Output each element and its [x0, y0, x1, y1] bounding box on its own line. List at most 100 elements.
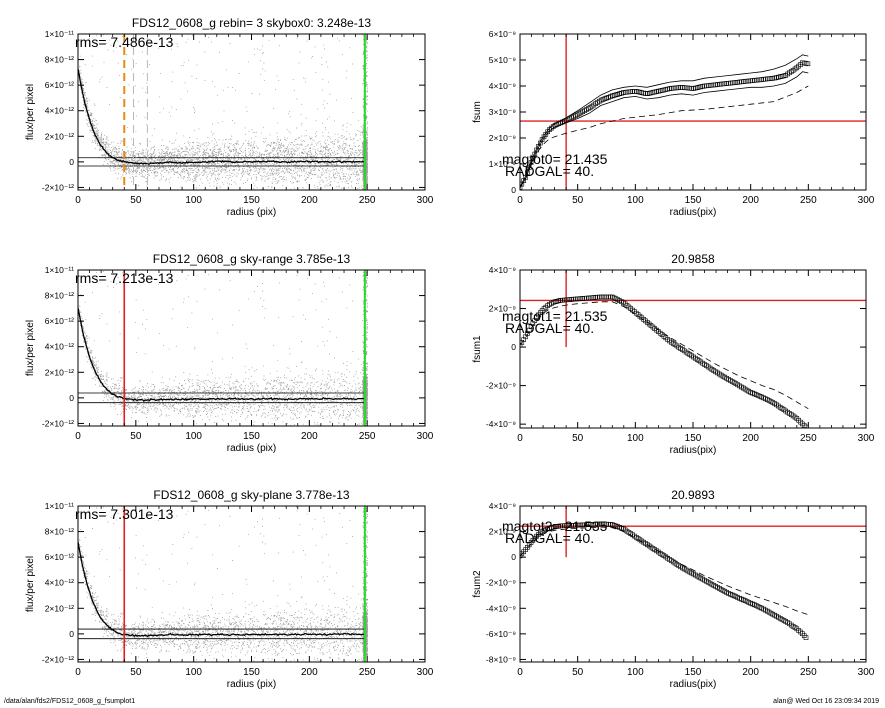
- y-tick-label: 8×10⁻¹²: [45, 291, 74, 301]
- chart-title: 20.9893: [671, 488, 715, 502]
- x-tick-label: 100: [185, 431, 202, 442]
- y-tick-label: -6×10⁻⁹: [486, 629, 516, 639]
- fsum-square-markers: [520, 294, 809, 428]
- radgal-annotation: RADGAL= 40.: [505, 530, 594, 546]
- fsum-dashed-curve: [520, 526, 809, 616]
- y-tick-label: 6×10⁻¹²: [45, 80, 74, 90]
- x-tick-label: 100: [627, 195, 644, 206]
- x-tick-label: 250: [800, 195, 817, 206]
- x-tick-label: 50: [130, 667, 142, 678]
- plot-area: [520, 506, 866, 641]
- x-tick-label: 50: [572, 433, 584, 444]
- x-tick-label: 50: [572, 667, 584, 678]
- x-tick-label: 150: [243, 431, 260, 442]
- y-tick-label: 4×10⁻¹²: [45, 342, 74, 352]
- y-tick-label: 2×10⁻¹²: [45, 367, 74, 377]
- x-tick-label: 200: [301, 431, 318, 442]
- x-tick-label: 300: [858, 667, 875, 678]
- radgal-annotation: RADGAL= 40.: [505, 163, 594, 179]
- magtot-annotation: magtot0= 21.435: [502, 151, 608, 167]
- y-tick-label: 1×10⁻¹¹: [45, 29, 74, 39]
- scatter-points: [79, 270, 368, 426]
- y-tick-label: 0: [511, 552, 516, 562]
- y-axis-label: flux/per pixel: [25, 320, 36, 376]
- rms-annotation: rms= 7.486e-13: [75, 34, 174, 50]
- x-tick-label: 200: [742, 667, 759, 678]
- x-tick-label: 0: [75, 195, 81, 206]
- x-tick-label: 300: [417, 431, 434, 442]
- y-tick-label: 4×10⁻⁹: [489, 265, 517, 275]
- y-tick-label: 1×10⁻¹¹: [45, 265, 74, 275]
- radial-profile-line: [78, 68, 365, 165]
- x-tick-label: 250: [800, 433, 817, 444]
- x-tick-label: 150: [243, 195, 260, 206]
- x-tick-label: 0: [517, 667, 523, 678]
- x-tick-label: 100: [185, 195, 202, 206]
- x-tick-label: 150: [685, 195, 702, 206]
- scatter-points: [79, 506, 368, 662]
- footer-user-timestamp: alan@ Wed Oct 16 23:09:34 2019: [773, 698, 879, 705]
- rms-annotation: rms= 7.213e-13: [75, 270, 174, 286]
- x-tick-label: 150: [243, 667, 260, 678]
- fsum-marker: [520, 185, 523, 190]
- x-tick-label: 250: [359, 195, 376, 206]
- x-axis-label: radius (pix): [227, 443, 276, 454]
- chart-title: 20.9858: [671, 252, 715, 266]
- y-tick-label: -2×10⁻¹²: [42, 182, 74, 192]
- y-tick-label: 2×10⁻⁹: [489, 304, 517, 314]
- chart-panel-3: rms= 7.213e-13 0 50 100 150 200 250 300 1×10⁻¹¹ 8…: [25, 252, 434, 454]
- chart-title: FDS12_0608_g rebin= 3 skybox0: 3.248e-13: [132, 16, 371, 30]
- x-tick-label: 100: [627, 433, 644, 444]
- x-tick-label: 300: [858, 195, 875, 206]
- y-tick-label: 4×10⁻¹²: [45, 106, 74, 116]
- x-tick-label: 50: [130, 195, 142, 206]
- y-tick-label: 2×10⁻¹²: [45, 603, 74, 613]
- y-tick-label: 2×10⁻⁹: [489, 527, 517, 537]
- y-tick-label: -2×10⁻⁹: [486, 578, 516, 588]
- y-tick-label: 6×10⁻¹²: [45, 552, 74, 562]
- x-tick-label: 100: [185, 667, 202, 678]
- y-tick-label: -2×10⁻⁹: [486, 381, 516, 391]
- chart-title: FDS12_0608_g sky-plane 3.778e-13: [153, 488, 349, 502]
- y-tick-label: 6×10⁻⁹: [489, 29, 517, 39]
- y-tick-label: 0: [511, 342, 516, 352]
- x-tick-label: 200: [301, 667, 318, 678]
- y-tick-label: -4×10⁻⁹: [486, 603, 516, 613]
- fsum-marker: [805, 61, 811, 67]
- x-tick-label: 50: [130, 431, 142, 442]
- x-tick-label: 300: [417, 667, 434, 678]
- y-tick-label: 8×10⁻¹²: [45, 55, 74, 65]
- y-tick-label: 4×10⁻⁹: [489, 501, 517, 511]
- fsum-square-markers: [520, 60, 811, 190]
- x-tick-label: 200: [742, 195, 759, 206]
- y-axis-label: flux/per pixel: [25, 556, 36, 612]
- y-tick-label: 2×10⁻⁹: [489, 133, 517, 143]
- x-tick-label: 300: [417, 195, 434, 206]
- chart-panel-5: rms= 7.301e-13 0 50 100 150 200 250 300 1×10⁻¹¹ 8…: [25, 488, 434, 690]
- plot-area: [78, 34, 368, 190]
- x-axis-label: radius(pix): [670, 445, 717, 456]
- y-axis-label: fsum2: [472, 570, 483, 598]
- rms-annotation: rms= 7.301e-13: [75, 506, 174, 522]
- fsum-dashed-curve: [520, 85, 809, 188]
- chart-title: FDS12_0608_g sky-range 3.785e-13: [153, 252, 351, 266]
- y-tick-label: 1×10⁻¹¹: [45, 501, 74, 511]
- y-axis-label: fsum: [472, 101, 483, 123]
- plot-area: [78, 270, 368, 426]
- y-tick-label: 0: [69, 629, 74, 639]
- y-tick-label: 6×10⁻¹²: [45, 316, 74, 326]
- x-tick-label: 150: [685, 667, 702, 678]
- fsum-envelope-curve: [520, 71, 809, 189]
- plot-area: [520, 34, 866, 190]
- y-tick-label: 4×10⁻⁹: [489, 81, 517, 91]
- x-tick-label: 250: [359, 667, 376, 678]
- y-axis-label: fsum1: [472, 335, 483, 363]
- y-tick-label: -4×10⁻⁹: [486, 419, 516, 429]
- x-tick-label: 0: [75, 431, 81, 442]
- y-tick-label: -8×10⁻⁹: [486, 654, 516, 664]
- y-tick-label: 1×10⁻⁹: [489, 159, 517, 169]
- plot-area: [78, 506, 368, 662]
